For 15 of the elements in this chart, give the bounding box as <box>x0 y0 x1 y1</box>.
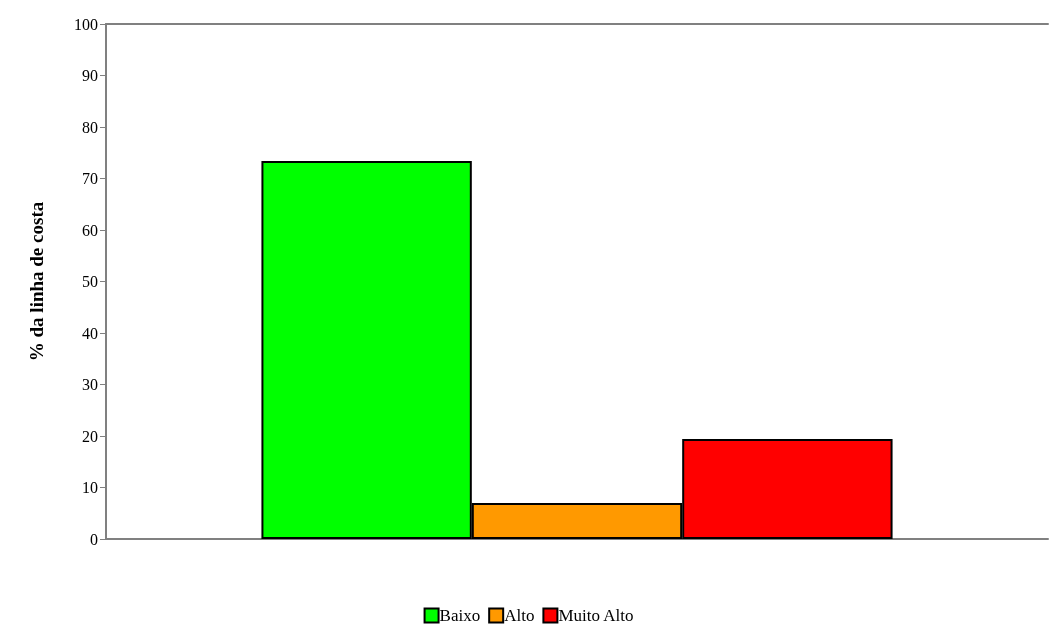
y-tick-label: 60 <box>82 221 98 239</box>
y-tick-label: 100 <box>74 15 98 33</box>
y-tick-label: 50 <box>82 273 98 290</box>
y-tick-label: 80 <box>82 118 98 136</box>
y-axis-title: % da linha de costa <box>26 201 47 362</box>
y-tick-label: 20 <box>82 427 98 445</box>
y-tick-label: 40 <box>82 324 98 342</box>
y-tick-label: 70 <box>82 170 98 187</box>
y-tick-label: 90 <box>82 67 98 84</box>
y-tick-label: 0 <box>90 530 98 548</box>
legend-label: Muito Alto <box>558 606 634 625</box>
y-tick-label: 10 <box>82 479 98 496</box>
y-tick-label: 30 <box>82 376 98 393</box>
legend-label: Alto <box>504 606 535 625</box>
legend-label: Baixo <box>439 606 481 625</box>
